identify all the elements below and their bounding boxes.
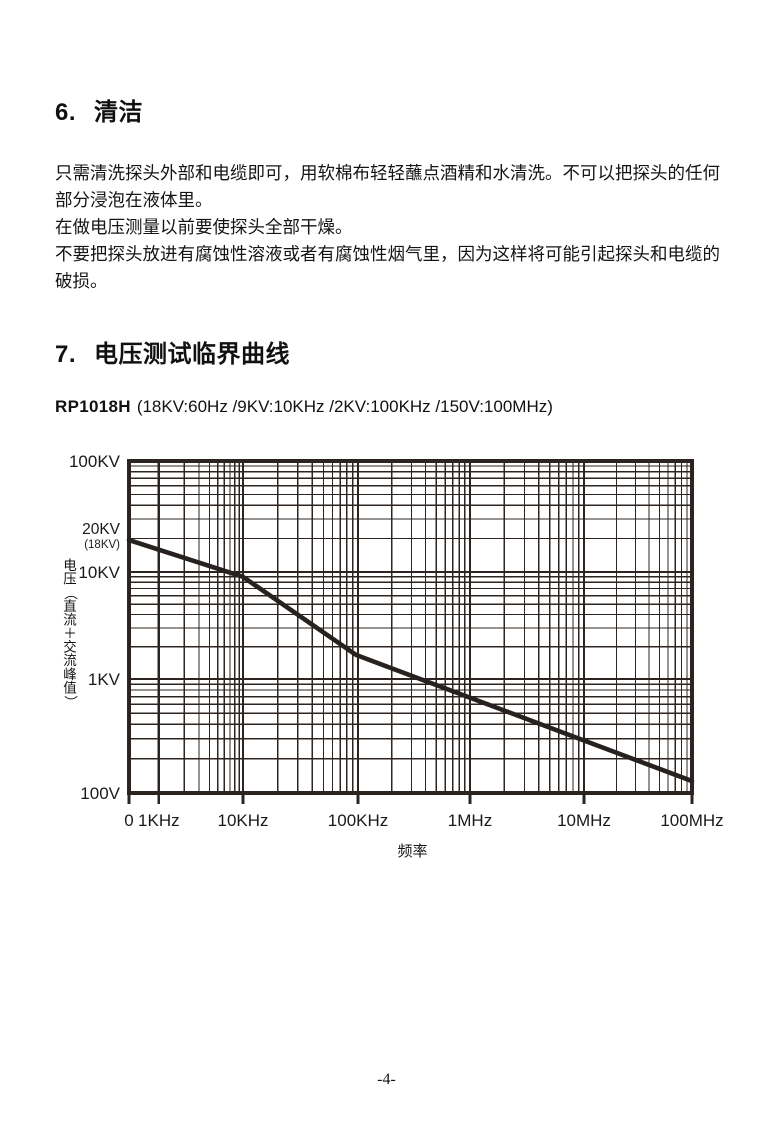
y-axis-title-char: 值 bbox=[63, 680, 77, 695]
y-axis-title-char: ＋ bbox=[63, 626, 77, 641]
y-tick-label: 100KV bbox=[69, 452, 121, 471]
y-axis-title-char: 交 bbox=[63, 639, 77, 655]
y-axis-title-char: 流 bbox=[63, 653, 77, 668]
y-extra-label: (18KV) bbox=[84, 539, 120, 551]
y-extra-label: 20KV bbox=[82, 521, 121, 538]
section-7-number: 7. bbox=[55, 341, 77, 368]
page-number: -4- bbox=[377, 1071, 396, 1088]
section-6-heading: 6. 清洁 bbox=[55, 92, 143, 127]
section-6-title: 清洁 bbox=[94, 99, 144, 126]
y-axis-title-char: 流 bbox=[63, 612, 77, 627]
body-line: 部分浸泡在液体里。 bbox=[55, 190, 213, 210]
x-tick-label: 10MHz bbox=[557, 811, 611, 830]
x-tick-label: 1MHz bbox=[448, 811, 492, 830]
model-spec-line: RP1018H (18KV:60Hz /9KV:10KHz /2KV:100KHz… bbox=[55, 397, 553, 417]
x-tick-label: 100KHz bbox=[328, 811, 388, 830]
x-tick-label: 0 bbox=[124, 811, 133, 830]
model-spec: (18KV:60Hz /9KV:10KHz /2KV:100KHz /150V:… bbox=[136, 397, 553, 416]
y-axis-title-char: 电 bbox=[63, 558, 77, 573]
section-7-title: 电压测试临界曲线 bbox=[94, 341, 291, 368]
section-6-body: 只需清洗探头外部和电缆即可，用软棉布轻轻蘸点酒精和水清洗。不可以把探头的任何 部… bbox=[55, 160, 725, 295]
model-name: RP1018H bbox=[55, 397, 131, 416]
y-axis-title-char: （ bbox=[63, 586, 78, 600]
chart-border bbox=[127, 459, 694, 795]
body-line: 不要把探头放进有腐蚀性溶液或者有腐蚀性烟气里，因为这样将可能引起探头和电缆的 bbox=[55, 244, 720, 264]
y-tick-label: 100V bbox=[80, 784, 120, 803]
x-axis-title: 频率 bbox=[397, 843, 427, 860]
x-tick-label: 1KHz bbox=[138, 811, 180, 830]
section-7-heading: 7. 电压测试临界曲线 bbox=[55, 334, 290, 369]
body-line: 破损。 bbox=[55, 271, 108, 291]
body-line: 在做电压测量以前要使探头全部干燥。 bbox=[55, 217, 353, 237]
x-tick-label: 10KHz bbox=[217, 811, 268, 830]
y-axis-title-char: 峰 bbox=[63, 667, 77, 682]
y-tick-label: 10KV bbox=[78, 563, 120, 582]
section-6-number: 6. bbox=[55, 99, 77, 126]
y-axis-title-char: ） bbox=[63, 695, 78, 709]
voltage-derating-chart: 0 1KHz 10KHz 100KHz 1MHz 10MHz 100MHz 100KV 10KV… bbox=[63, 452, 724, 860]
x-tick-label: 100MHz bbox=[660, 811, 723, 830]
derating-curve bbox=[126, 537, 695, 784]
body-line: 只需清洗探头外部和电缆即可，用软棉布轻轻蘸点酒精和水清洗。不可以把探头的任何 bbox=[55, 163, 720, 183]
y-tick-label: 1KV bbox=[88, 670, 121, 689]
y-axis-title-char: 直 bbox=[63, 599, 77, 614]
y-axis-title-char: 压 bbox=[63, 572, 77, 587]
